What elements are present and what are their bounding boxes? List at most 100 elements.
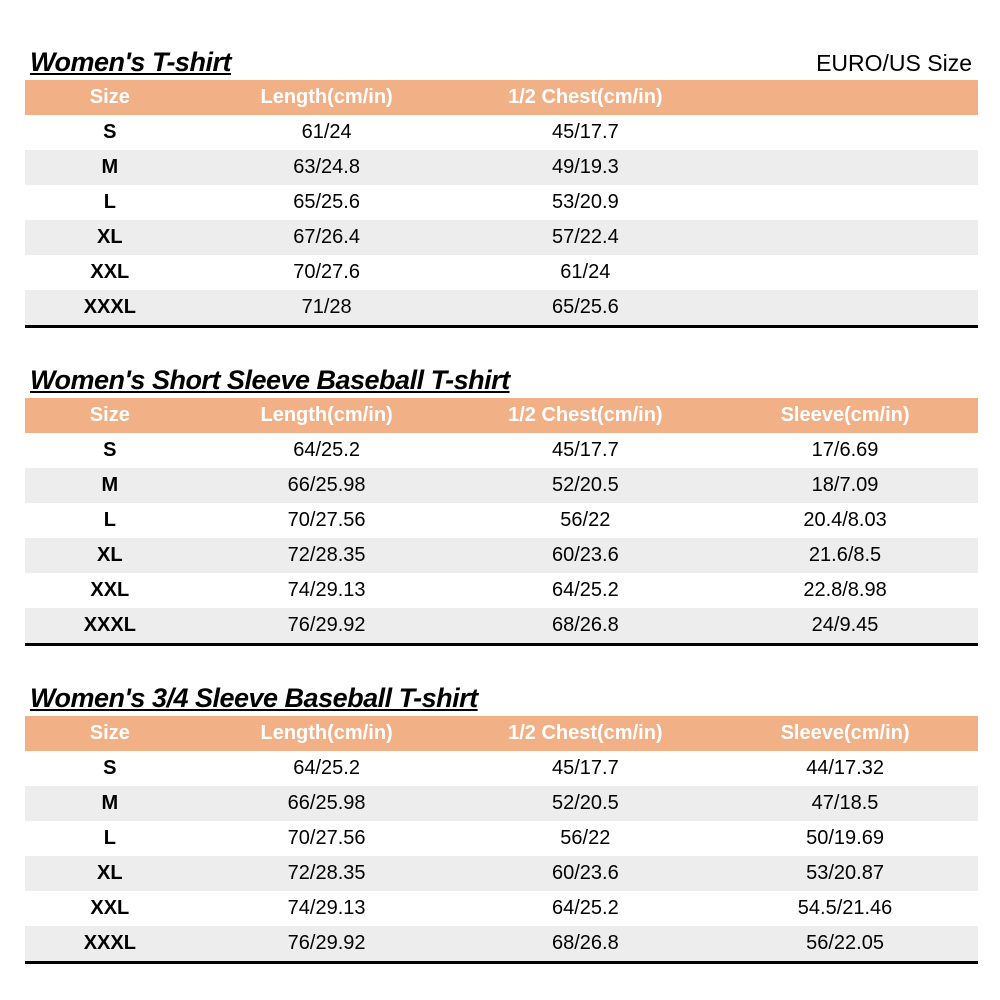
value-cell: 72/28.35: [287, 544, 366, 566]
size-cell: S: [103, 121, 117, 143]
value-cell: 53/20.9: [551, 191, 619, 213]
size-cell: XL: [97, 862, 123, 884]
value-cell: 70/27.56: [287, 509, 366, 531]
column-header: 1/2 Chest(cm/in): [458, 716, 713, 751]
value-cell: [712, 290, 978, 327]
section-womens-tshirt: Women's T-shirt EURO/US Size Size Length(…: [25, 46, 978, 328]
value-cell: 52/20.5: [551, 792, 619, 814]
section-three-quarter-sleeve-baseball: Women's 3/4 Sleeve Baseball T-shirt Size…: [25, 682, 978, 964]
value-cell: 67/26.4: [293, 226, 360, 248]
column-header: Length(cm/in): [194, 716, 459, 751]
value-cell: 53/20.87: [806, 862, 884, 884]
column-header: 1/2 Chest(cm/in): [458, 398, 713, 433]
value-cell: 18/7.09: [811, 474, 879, 496]
size-chart-page: Women's T-shirt EURO/US Size Size Length(…: [25, 46, 978, 964]
value-cell: 71/28: [301, 296, 352, 318]
value-cell: 61/24: [301, 121, 352, 143]
value-cell: 70/27.56: [287, 827, 366, 849]
value-cell: 17/6.69: [811, 439, 879, 461]
size-cell: L: [103, 191, 116, 213]
value-cell: 74/29.13: [287, 897, 366, 919]
value-cell: 20.4/8.03: [803, 509, 887, 531]
header-row: Size Length(cm/in) 1/2 Chest(cm/in): [25, 80, 978, 115]
value-cell: 61/24: [560, 261, 611, 283]
value-cell: [712, 255, 978, 290]
column-header: [712, 80, 978, 115]
column-header: Size: [25, 716, 195, 751]
table-row: XL 72/28.35 60/23.6 21.6/8.5: [25, 538, 978, 573]
table-row: M 63/24.8 49/19.3: [25, 150, 978, 185]
size-table-three-quarter-sleeve-baseball: Size Length(cm/in) 1/2 Chest(cm/in) Sleeve(…: [25, 716, 978, 964]
value-cell: 68/26.8: [551, 932, 619, 954]
table-row: M 66/25.98 52/20.5 18/7.09: [25, 468, 978, 503]
value-cell: 66/25.98: [287, 792, 366, 814]
size-cell: L: [103, 827, 116, 849]
value-cell: 45/17.7: [551, 121, 619, 143]
value-cell: 60/23.6: [551, 544, 619, 566]
size-cell: XXL: [90, 579, 130, 601]
size-cell: M: [101, 474, 119, 496]
size-table-womens-tshirt: Size Length(cm/in) 1/2 Chest(cm/in) S 61/24…: [25, 80, 978, 328]
table-row: XXL 74/29.13 64/25.2 22.8/8.98: [25, 573, 978, 608]
size-cell: XXXL: [83, 932, 136, 954]
size-cell: M: [101, 792, 119, 814]
size-cell: XXXL: [83, 614, 136, 636]
table-row: L 70/27.56 56/22 20.4/8.03: [25, 503, 978, 538]
table-row: XL 72/28.35 60/23.6 53/20.87: [25, 856, 978, 891]
value-cell: 50/19.69: [806, 827, 884, 849]
column-header: Length(cm/in): [194, 80, 459, 115]
header-row: Size Length(cm/in) 1/2 Chest(cm/in) Sleeve(…: [25, 716, 978, 751]
section-title: Women's Short Sleeve Baseball T-shirt: [30, 365, 510, 395]
table-row: XXL 70/27.6 61/24: [25, 255, 978, 290]
section-title: Women's 3/4 Sleeve Baseball T-shirt: [30, 683, 478, 713]
value-cell: 56/22: [560, 509, 611, 531]
column-header: Length(cm/in): [194, 398, 459, 433]
value-cell: 64/25.2: [293, 439, 360, 461]
table-row: S 64/25.2 45/17.7 44/17.32: [25, 751, 978, 786]
table-row: XXXL 76/29.92 68/26.8 24/9.45: [25, 608, 978, 645]
value-cell: 24/9.45: [811, 614, 879, 636]
section-title: Women's T-shirt: [30, 47, 231, 77]
section-short-sleeve-baseball: Women's Short Sleeve Baseball T-shirt Si…: [25, 364, 978, 646]
value-cell: 21.6/8.5: [808, 544, 882, 566]
value-cell: 45/17.7: [551, 757, 619, 779]
value-cell: 56/22: [560, 827, 611, 849]
value-cell: 52/20.5: [551, 474, 619, 496]
value-cell: 64/25.2: [551, 897, 619, 919]
unit-system-label: EURO/US Size: [816, 50, 972, 76]
size-cell: M: [101, 156, 119, 178]
column-header: Size: [25, 398, 195, 433]
value-cell: 44/17.32: [806, 757, 884, 779]
column-header: Size: [25, 80, 195, 115]
column-header: Sleeve(cm/in): [712, 398, 978, 433]
value-cell: 76/29.92: [287, 614, 366, 636]
size-cell: XXXL: [83, 296, 136, 318]
table-row: S 64/25.2 45/17.7 17/6.69: [25, 433, 978, 468]
value-cell: 65/25.6: [551, 296, 619, 318]
size-cell: XXL: [90, 897, 130, 919]
size-table-short-sleeve-baseball: Size Length(cm/in) 1/2 Chest(cm/in) Sleeve(…: [25, 398, 978, 646]
table-row: S 61/24 45/17.7: [25, 115, 978, 150]
value-cell: 56/22.05: [806, 932, 884, 954]
value-cell: 70/27.6: [293, 261, 360, 283]
value-cell: 54.5/21.46: [797, 897, 893, 919]
value-cell: [712, 185, 978, 220]
column-header: Sleeve(cm/in): [712, 716, 978, 751]
table-row: XXXL 76/29.92 68/26.8 56/22.05: [25, 926, 978, 963]
size-cell: L: [103, 509, 116, 531]
value-cell: 72/28.35: [287, 862, 366, 884]
value-cell: [712, 150, 978, 185]
value-cell: 74/29.13: [287, 579, 366, 601]
value-cell: 45/17.7: [551, 439, 619, 461]
value-cell: 57/22.4: [551, 226, 619, 248]
size-cell: S: [103, 439, 117, 461]
value-cell: [712, 115, 978, 150]
value-cell: 66/25.98: [287, 474, 366, 496]
column-header: 1/2 Chest(cm/in): [458, 80, 713, 115]
table-row: L 65/25.6 53/20.9: [25, 185, 978, 220]
table-row: L 70/27.56 56/22 50/19.69: [25, 821, 978, 856]
table-row: XXXL 71/28 65/25.6: [25, 290, 978, 327]
table-row: XXL 74/29.13 64/25.2 54.5/21.46: [25, 891, 978, 926]
value-cell: 63/24.8: [293, 156, 360, 178]
value-cell: 47/18.5: [811, 792, 879, 814]
